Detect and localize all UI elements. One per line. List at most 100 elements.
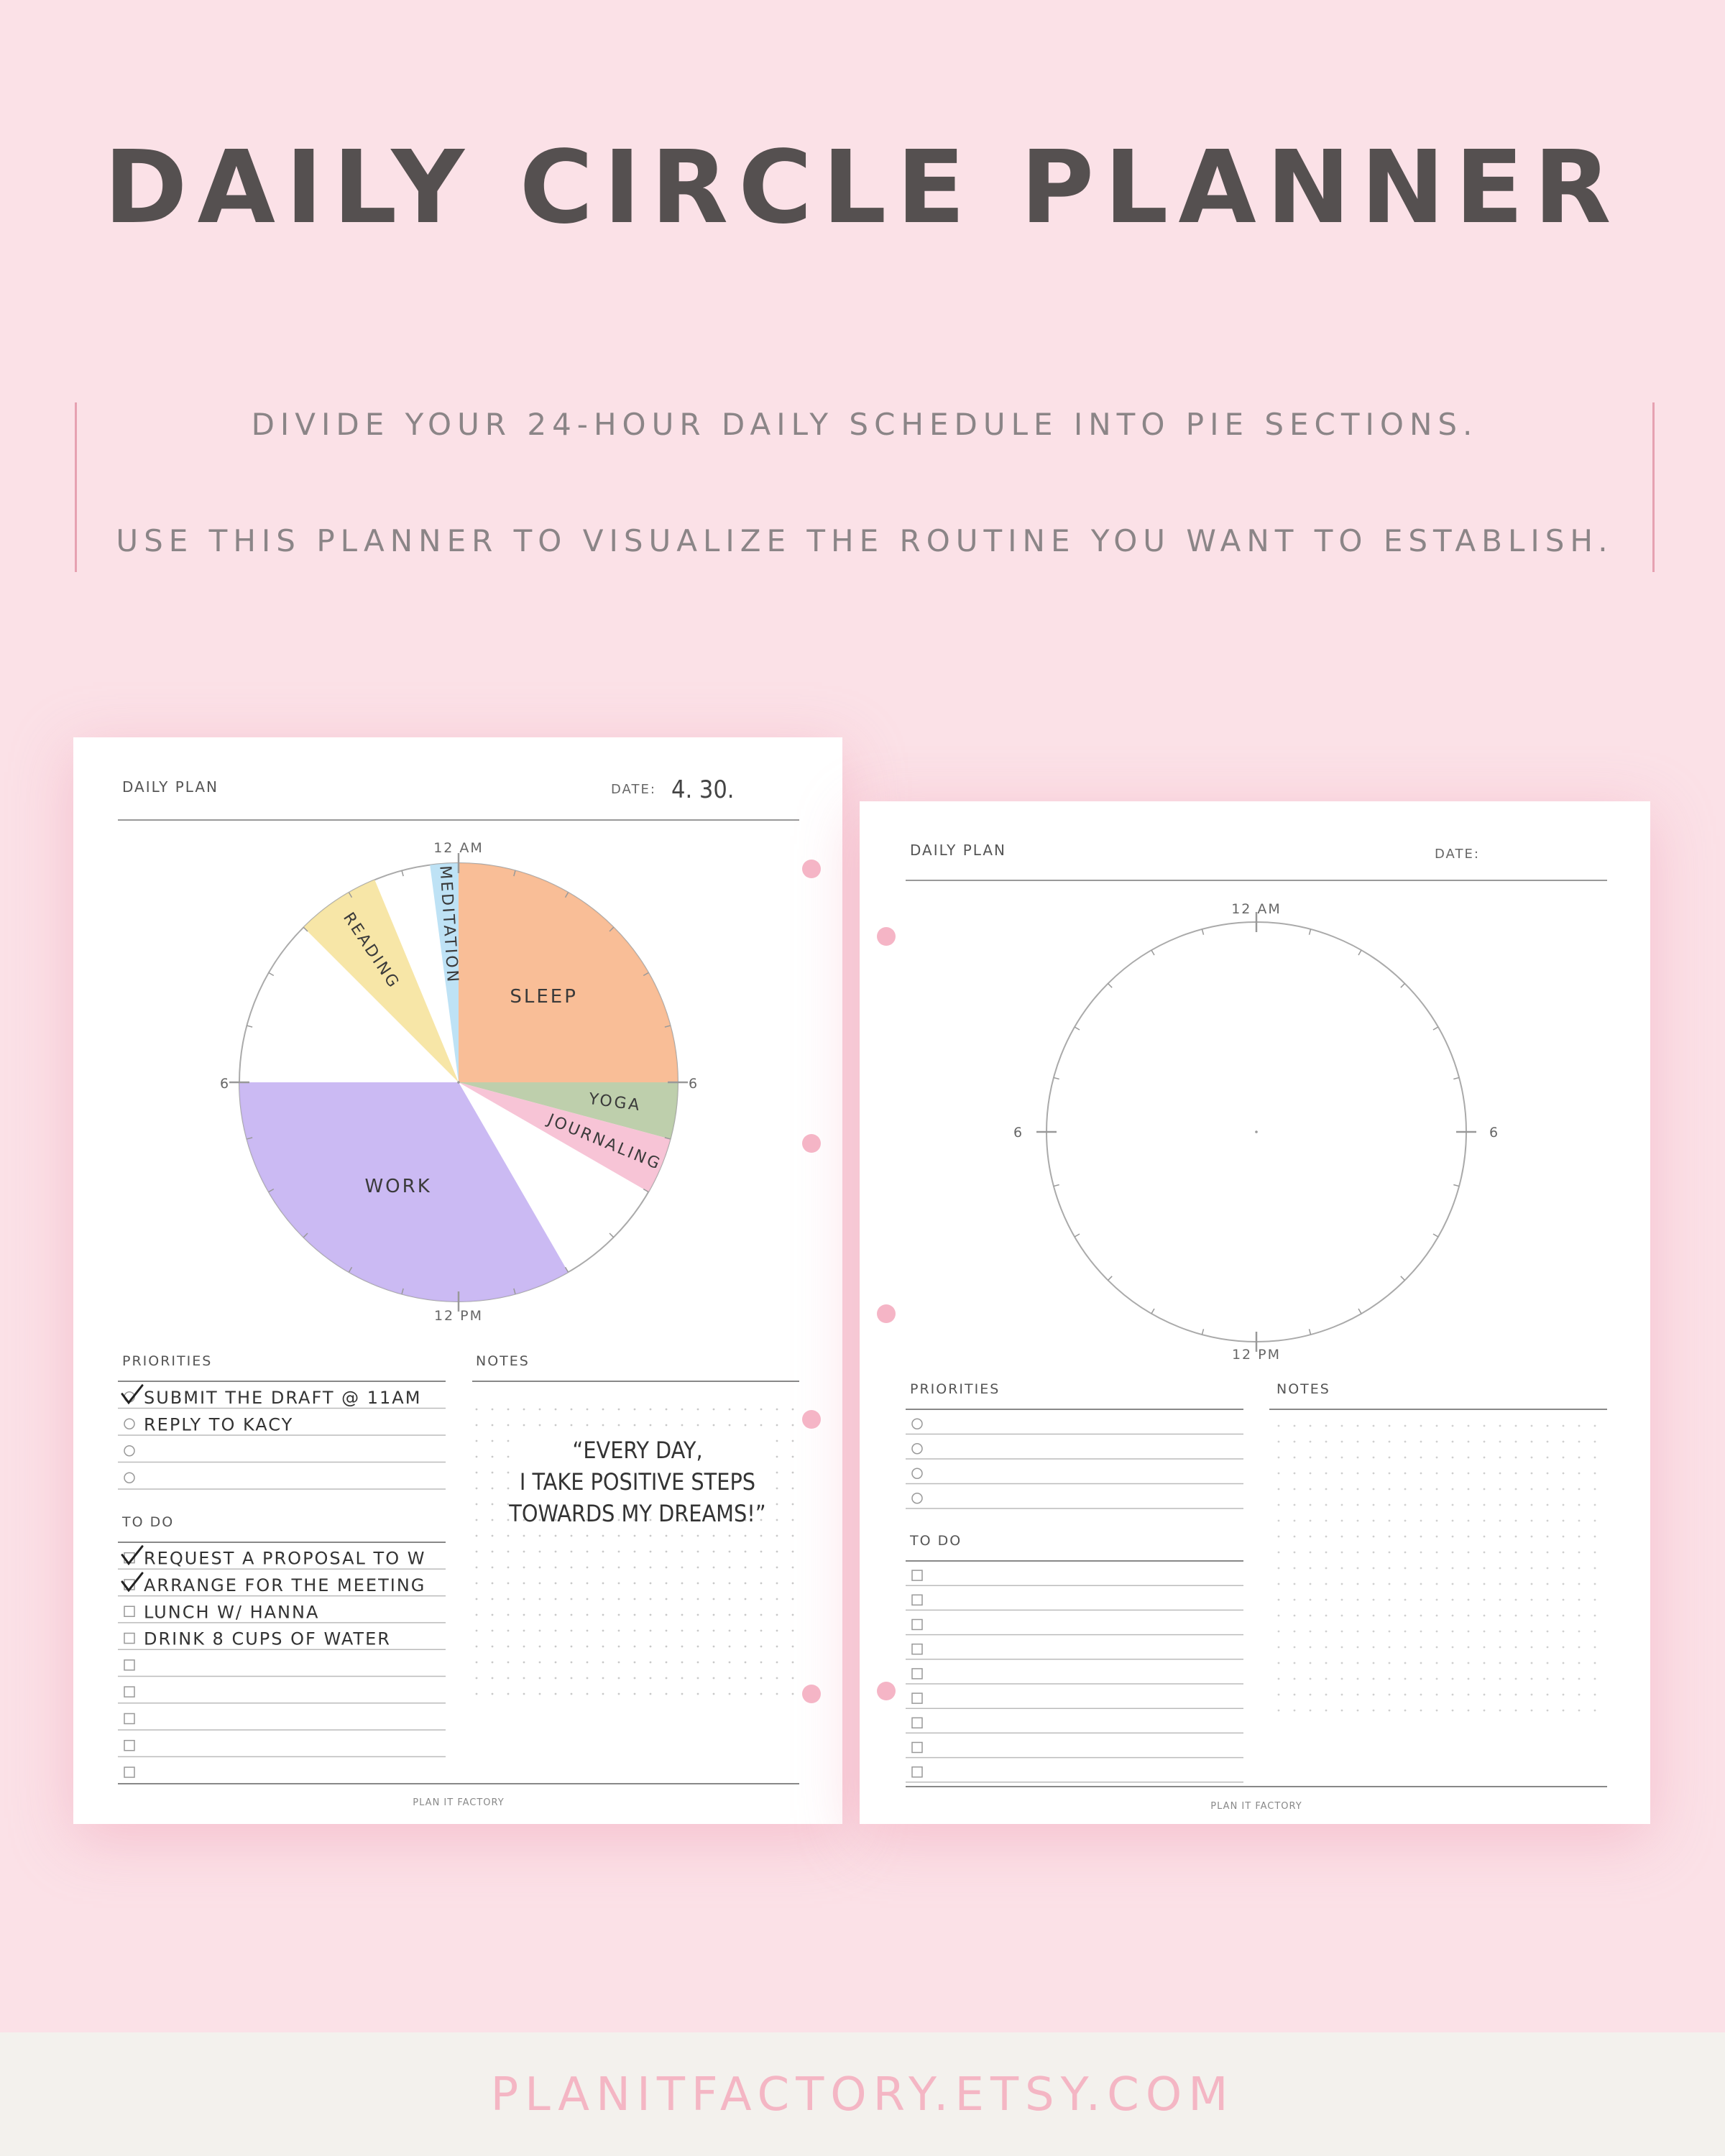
priority-item[interactable]: REPLY TO KACY	[124, 1414, 293, 1434]
clock-tick	[401, 1288, 404, 1294]
check-mark-icon	[121, 1384, 144, 1405]
pie-slice-reading	[303, 880, 459, 1082]
priority-item[interactable]	[911, 1418, 923, 1429]
priority-item[interactable]	[911, 1493, 923, 1504]
date-label: DATE:	[611, 782, 656, 797]
pie-slice-sleep	[459, 863, 678, 1082]
todo-item[interactable]	[124, 1659, 135, 1671]
todo-item[interactable]	[911, 1618, 923, 1631]
radio-icon[interactable]	[911, 1443, 923, 1455]
todo-list	[906, 1570, 1243, 1783]
radio-icon[interactable]	[911, 1418, 923, 1429]
checkbox-icon[interactable]	[124, 1740, 135, 1751]
clock-tick	[1201, 929, 1205, 935]
item-text: DRINK 8 CUPS OF WATER	[144, 1629, 391, 1649]
clock-label-12pm: 12 PM	[434, 1308, 483, 1324]
pie-label-work: WORK	[364, 1176, 431, 1197]
checkbox-icon[interactable]	[911, 1570, 923, 1581]
todo-item[interactable]	[124, 1766, 135, 1778]
checkbox-icon[interactable]	[911, 1594, 923, 1606]
todo-item[interactable]: LUNCH W/ HANNA	[124, 1602, 319, 1622]
radio-icon[interactable]	[911, 1468, 923, 1479]
date-value[interactable]: 4. 30.	[671, 775, 735, 804]
item-text: REQUEST A PROPOSAL TO W	[144, 1549, 426, 1569]
priority-item[interactable]	[911, 1468, 923, 1479]
radio-icon[interactable]	[124, 1445, 135, 1457]
clock-tick	[401, 870, 404, 877]
clock-label-6-right: 6	[689, 1076, 697, 1092]
todo-item[interactable]	[911, 1668, 923, 1680]
checkbox-icon[interactable]	[124, 1606, 135, 1617]
schedule-pie-chart: 12 AM 12 PM 6 6 SLEEPYOGAJOURNALINGWORKR…	[220, 840, 697, 1324]
todo-item[interactable]	[911, 1570, 923, 1581]
checkbox-icon[interactable]	[124, 1632, 135, 1644]
clock-tick	[1308, 929, 1312, 935]
todo-list: REQUEST A PROPOSAL TO W ARRANGE FOR THE M…	[118, 1545, 446, 1784]
pie-label-sleep: SLEEP	[510, 986, 578, 1008]
clock-label-12am: 12 AM	[433, 840, 484, 856]
checkbox-icon[interactable]	[124, 1659, 135, 1671]
priorities-list	[906, 1418, 1243, 1509]
priority-item[interactable]	[911, 1443, 923, 1455]
clock-tick	[1358, 1308, 1362, 1314]
checkbox-icon[interactable]	[124, 1766, 135, 1778]
clock-tick	[564, 892, 569, 898]
clock-tick	[1053, 1077, 1059, 1080]
sheet-header: DAILY PLAN	[910, 842, 1006, 859]
todo-heading: TO DO	[121, 1514, 174, 1530]
clock-tick	[1151, 949, 1155, 956]
radio-icon[interactable]	[911, 1493, 923, 1504]
clock-tick	[1432, 1233, 1439, 1238]
todo-item[interactable]	[911, 1766, 923, 1778]
notes-heading: NOTES	[1276, 1381, 1330, 1397]
checkbox-icon[interactable]	[911, 1741, 923, 1754]
priorities-heading: PRIORITIES	[122, 1353, 212, 1369]
todo-item[interactable]	[124, 1686, 135, 1697]
blank-clock-face[interactable]: 12 AM 12 PM 6 6	[1013, 901, 1498, 1363]
checkbox-icon[interactable]	[911, 1692, 923, 1704]
checkbox-icon[interactable]	[124, 1713, 135, 1725]
clock-tick	[1432, 1026, 1439, 1031]
clock-tick	[1074, 1026, 1080, 1031]
pie-slice-meditation	[430, 863, 459, 1082]
checkbox-icon[interactable]	[911, 1643, 923, 1655]
todo-item[interactable]	[124, 1740, 135, 1751]
todo-item[interactable]	[124, 1713, 135, 1725]
priorities-list: SUBMIT THE DRAFT @ 11AM REPLY TO KACY	[118, 1384, 446, 1490]
priority-item[interactable]	[124, 1472, 135, 1483]
binder-hole	[802, 1410, 821, 1429]
checkbox-icon[interactable]	[124, 1686, 135, 1697]
sheet-header: DAILY PLAN	[122, 778, 218, 796]
todo-item[interactable]	[911, 1692, 923, 1704]
item-text: LUNCH W/ HANNA	[144, 1602, 319, 1622]
blank-planner-sheet: DAILY PLAN DATE: 12 AM 12 PM 6 6 PRIORIT…	[860, 801, 1650, 1824]
pie-slice-yoga	[459, 1082, 678, 1139]
todo-item[interactable]: DRINK 8 CUPS OF WATER	[124, 1629, 391, 1649]
clock-tick	[664, 1137, 671, 1140]
checkbox-icon[interactable]	[911, 1766, 923, 1778]
notes-dot-grid[interactable]	[1272, 1421, 1607, 1723]
clock-label-6-left: 6	[1013, 1125, 1022, 1141]
checkbox-icon[interactable]	[911, 1668, 923, 1680]
priority-item[interactable]	[124, 1445, 135, 1457]
checkbox-icon[interactable]	[911, 1717, 923, 1729]
page-title: DAILY CIRCLE PLANNER	[104, 129, 1622, 247]
todo-heading: TO DO	[909, 1533, 962, 1549]
todo-item[interactable]	[911, 1741, 923, 1754]
checkbox-icon[interactable]	[911, 1618, 923, 1631]
todo-item[interactable]: ARRANGE FOR THE MEETING	[121, 1572, 426, 1595]
radio-icon[interactable]	[124, 1418, 135, 1429]
quote-line-2: I TAKE POSITIVE STEPS	[520, 1468, 755, 1496]
radio-icon[interactable]	[124, 1472, 135, 1483]
quote-line-3: TOWARDS MY DREAMS!”	[508, 1500, 765, 1527]
todo-item[interactable]	[911, 1717, 923, 1729]
shop-url[interactable]: PLANITFACTORY.ETSY.COM	[490, 2068, 1235, 2122]
clock-center	[457, 1081, 460, 1084]
todo-item[interactable]	[911, 1643, 923, 1655]
todo-item[interactable]: REQUEST A PROPOSAL TO W	[121, 1545, 426, 1569]
priority-item[interactable]: SUBMIT THE DRAFT @ 11AM	[121, 1384, 421, 1408]
date-label: DATE:	[1435, 847, 1480, 862]
clock-tick	[303, 926, 308, 932]
todo-item[interactable]	[911, 1594, 923, 1606]
item-text: REPLY TO KACY	[144, 1414, 293, 1434]
